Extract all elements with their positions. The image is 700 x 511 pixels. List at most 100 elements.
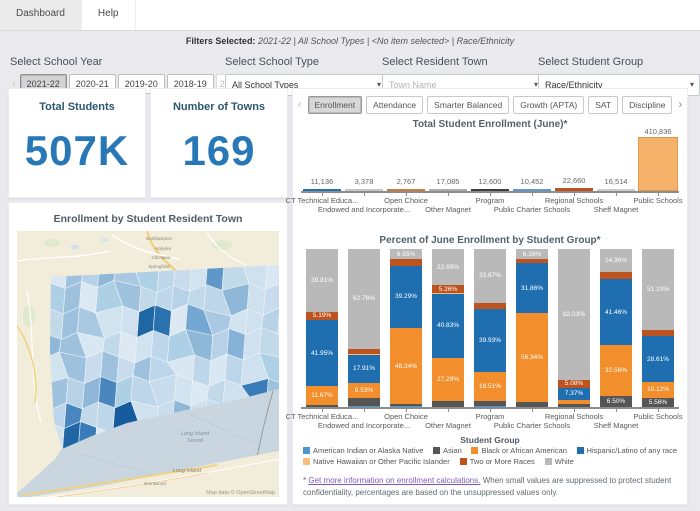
legend-item: White: [544, 457, 574, 466]
segment-hispanic-latino-of-any-race[interactable]: 39.29%: [390, 265, 422, 328]
bar-public-schools[interactable]: [638, 137, 678, 191]
segment-two-or-more-races[interactable]: 5.19%: [306, 311, 338, 320]
segment-white[interactable]: 82.03%: [558, 249, 590, 380]
axis-tick: [658, 193, 659, 196]
segment-hispanic-latino-of-any-race[interactable]: 39.93%: [474, 308, 506, 372]
segment-asian[interactable]: [432, 401, 464, 407]
choropleth-map[interactable]: Northampton Holyoke Chicopee Springfield Lon…: [16, 230, 280, 502]
report-tab-sat[interactable]: SAT: [588, 96, 619, 114]
segment-asian[interactable]: [558, 403, 590, 407]
axis-tick: [532, 409, 533, 412]
segment-black-or-african-american[interactable]: 48.34%: [390, 327, 422, 405]
pond: [102, 238, 108, 242]
bar-public-charter-schools[interactable]: [513, 188, 551, 191]
filters-summary-label: Filters Selected:: [185, 36, 256, 46]
stacked-slot: 56.34% 31.86% 6.26%: [511, 249, 553, 407]
segment-hispanic-latino-of-any-race[interactable]: 28.61%: [642, 336, 674, 382]
segment-two-or-more-races[interactable]: [348, 348, 380, 355]
bar-endowed-and-incorporate-[interactable]: [345, 188, 383, 191]
report-tab-attendance[interactable]: Attendance: [366, 96, 424, 114]
bar-regional-schools[interactable]: [555, 188, 593, 191]
segment-white[interactable]: 6.26%: [516, 249, 548, 259]
map-svg[interactable]: Northampton Holyoke Chicopee Springfield Lon…: [16, 230, 280, 502]
segment-black-or-african-american[interactable]: 10.12%: [642, 381, 674, 398]
app-tab-help[interactable]: Help: [82, 0, 136, 30]
bar-sheff-magnet[interactable]: [597, 188, 635, 191]
segment-black-or-african-american[interactable]: 11.67%: [306, 386, 338, 405]
segment-black-or-african-american[interactable]: 56.34%: [516, 313, 548, 403]
total-students-value: 507K: [24, 127, 130, 174]
segment-white[interactable]: 6.55%: [390, 249, 422, 260]
axis-tick: [448, 409, 449, 412]
segment-asian[interactable]: [516, 402, 548, 407]
segment-black-or-african-american[interactable]: 32.56%: [600, 344, 632, 397]
prev-years-icon[interactable]: ‹: [12, 78, 16, 90]
stacked-bar-ct-technical-educa-: 11.67% 41.95% 5.19% 39.81%: [306, 249, 338, 407]
stacked-bar-public-charter-schools: 56.34% 31.86% 6.26%: [516, 249, 548, 407]
segment-two-or-more-races[interactable]: 5.08%: [558, 379, 590, 388]
axis-tick: [490, 409, 491, 412]
axis-tick: [532, 193, 533, 196]
bar-value-label: 12,600: [478, 176, 502, 186]
segment-american-indian-or-alaska-native[interactable]: [474, 406, 506, 407]
town-cell[interactable]: [258, 352, 279, 385]
segment-asian[interactable]: [474, 401, 506, 407]
town-cell[interactable]: [263, 282, 279, 316]
segment-hispanic-latino-of-any-race[interactable]: 17.91%: [348, 354, 380, 383]
segment-two-or-more-races[interactable]: [390, 259, 422, 266]
report-tab-growth-apta-[interactable]: Growth (APTA): [513, 96, 585, 114]
segment-black-or-african-american[interactable]: 27.29%: [432, 358, 464, 402]
stacked-bar-program: 18.51% 39.93% 33.87%: [474, 249, 506, 407]
category-label: Regional Schools: [544, 412, 604, 421]
segment-white[interactable]: 33.87%: [474, 249, 506, 303]
segment-two-or-more-races[interactable]: [516, 258, 548, 264]
segment-american-indian-or-alaska-native[interactable]: [348, 406, 380, 407]
segment-hispanic-latino-of-any-race[interactable]: 41.46%: [600, 279, 632, 345]
segment-white[interactable]: 22.69%: [432, 249, 464, 286]
axis-tick: [448, 193, 449, 196]
segment-asian[interactable]: [390, 404, 422, 407]
segment-asian[interactable]: [348, 398, 380, 407]
app-tab-dashboard[interactable]: Dashboard: [0, 0, 82, 30]
legend-swatch-icon: [576, 447, 584, 454]
stacked-chart-title: Percent of June Enrollment by Student Gr…: [379, 235, 601, 246]
segment-label: 17.91%: [352, 365, 376, 373]
segment-hispanic-latino-of-any-race[interactable]: 31.86%: [516, 263, 548, 314]
legend-swatch-icon: [544, 458, 552, 465]
segment-two-or-more-races[interactable]: [474, 302, 506, 309]
segment-two-or-more-races[interactable]: [600, 271, 632, 280]
segment-white[interactable]: 14.36%: [600, 249, 632, 272]
segment-white[interactable]: 51.10%: [642, 249, 674, 330]
report-tab-discipline[interactable]: Discipline: [622, 96, 673, 114]
stacked-chart-categories: CT Technical Educa... Endowed and Incorpo…: [286, 411, 683, 433]
segment-label: 51.10%: [646, 285, 670, 293]
segment-asian[interactable]: [306, 404, 338, 407]
report-tab-smarter-balanced[interactable]: Smarter Balanced: [427, 96, 510, 114]
legend-label: White: [554, 457, 574, 466]
bar-open-choice[interactable]: [387, 188, 425, 191]
report-tab-enrollment[interactable]: Enrollment: [307, 96, 363, 114]
segment-label: 6.55%: [396, 250, 416, 258]
segment-american-indian-or-alaska-native[interactable]: [390, 406, 422, 407]
bar-program[interactable]: [471, 188, 509, 191]
bar-value-label: 11,136: [310, 176, 334, 186]
segment-hispanic-latino-of-any-race[interactable]: 40.83%: [432, 293, 464, 359]
enrollment-calculations-link[interactable]: Get more information on enrollment calcu…: [308, 476, 481, 485]
town-cell[interactable]: [259, 327, 279, 360]
segment-hispanic-latino-of-any-race[interactable]: 41.95%: [306, 320, 338, 387]
segment-two-or-more-races[interactable]: 5.26%: [432, 285, 464, 294]
segment-hispanic-latino-of-any-race[interactable]: 7.37%: [558, 388, 590, 400]
bar-ct-technical-educa-[interactable]: [303, 188, 341, 191]
bar-chart-axis: [301, 191, 679, 196]
segment-black-or-african-american[interactable]: 18.51%: [474, 371, 506, 402]
segment-asian[interactable]: 5.56%: [642, 397, 674, 407]
segment-two-or-more-races[interactable]: [642, 329, 674, 337]
bar-other-magnet[interactable]: [429, 188, 467, 191]
next-report-tabs-icon[interactable]: ›: [678, 99, 683, 111]
segment-white[interactable]: 62.76%: [348, 249, 380, 349]
segment-black-or-african-american[interactable]: [558, 399, 590, 404]
segment-white[interactable]: 39.81%: [306, 249, 338, 312]
segment-asian[interactable]: 6.50%: [600, 396, 632, 407]
segment-black-or-african-american[interactable]: 9.53%: [348, 383, 380, 399]
prev-report-tabs-icon[interactable]: ‹: [297, 99, 302, 111]
